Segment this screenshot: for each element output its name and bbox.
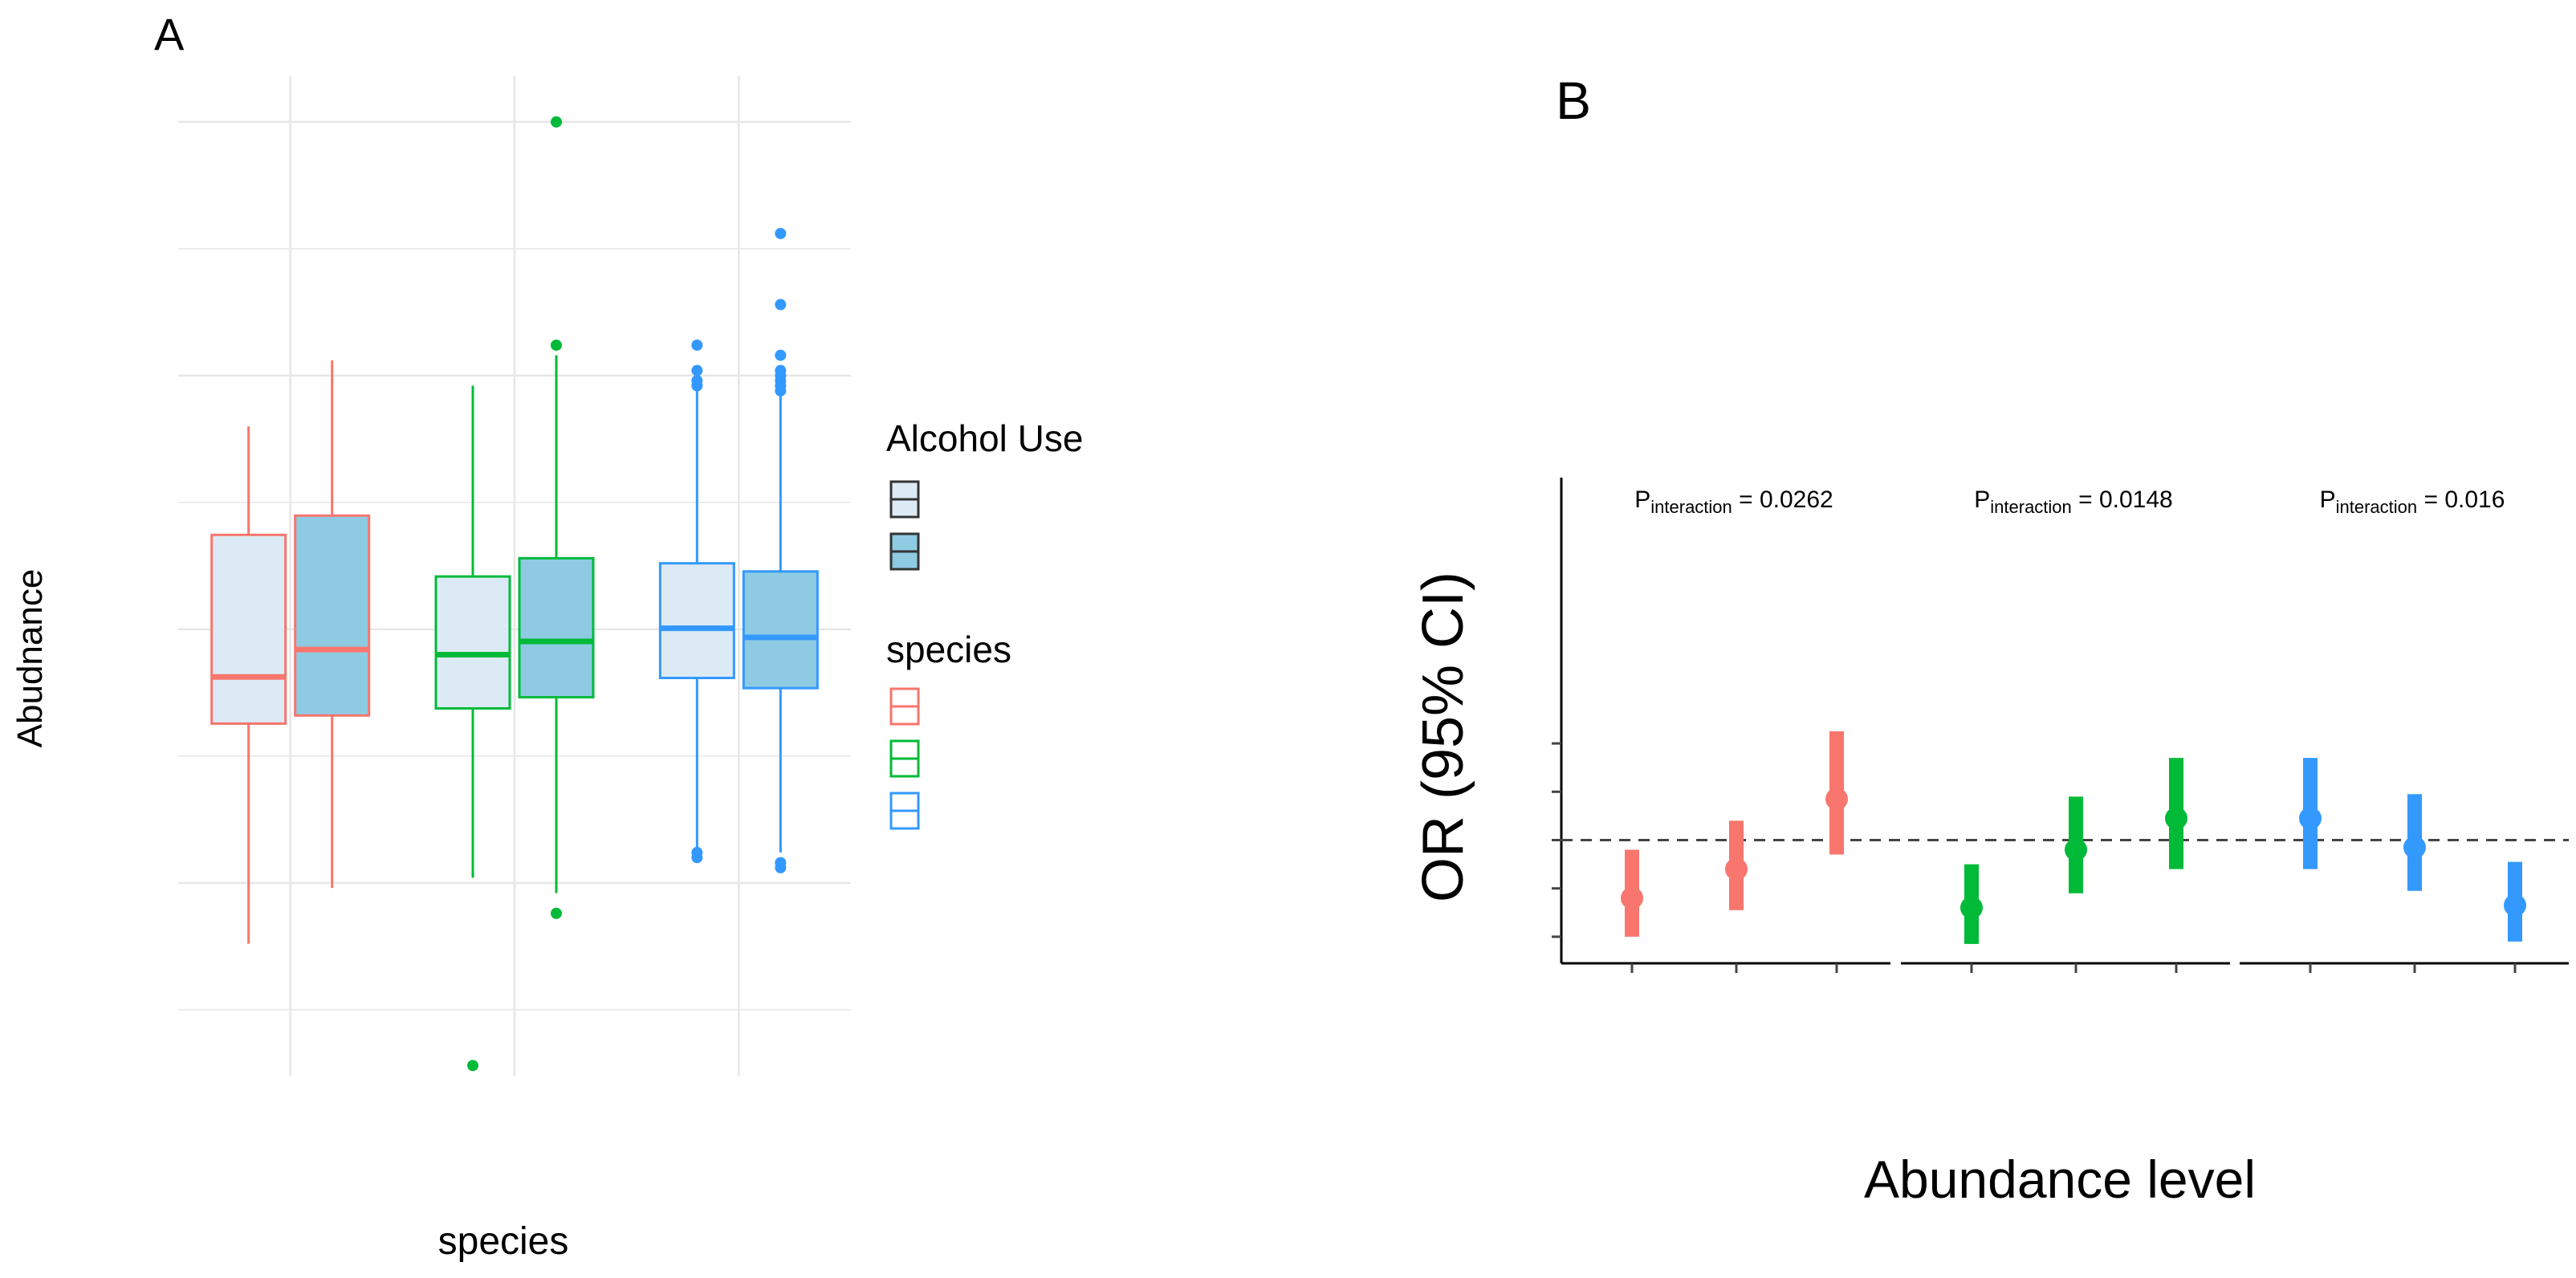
legend-key-E._ramosum (889, 792, 920, 830)
box-outlier-point (775, 349, 787, 361)
p-letter: P (1634, 486, 1650, 513)
point-estimate (1825, 788, 1848, 811)
box-outlier-point (467, 1060, 478, 1072)
legend-key-non-users (889, 480, 920, 519)
legend-key-P.copri (889, 687, 920, 726)
point-estimate (1960, 896, 1983, 919)
panel-a-boxplot (178, 76, 920, 1076)
box-P.copri-non-users (210, 426, 287, 944)
p-interaction-label: Pinteraction = 0.0148 (1974, 486, 2172, 517)
point-estimate (2065, 838, 2087, 861)
box-body (658, 562, 735, 680)
box-outlier-point (691, 339, 703, 351)
p-letter: P (1974, 486, 1990, 513)
p-subscript: interaction (1990, 497, 2072, 517)
box-R.callidus-users (518, 116, 595, 919)
panel-label-b: B (1556, 71, 1591, 130)
panel-a-xlabel: species (438, 1220, 569, 1263)
box-body (742, 570, 819, 690)
panel-b-xlabel: Abundance level (1864, 1150, 2256, 1209)
point-estimate (2504, 893, 2526, 917)
facet-R.callidus: Pinteraction = 0.0148 (1960, 486, 2187, 973)
box-E._ramosum-users (742, 227, 819, 873)
box-outlier-point (775, 299, 787, 311)
p-subscript: interaction (1650, 497, 1732, 517)
box-body (434, 575, 511, 710)
panel-label-a: A (154, 9, 185, 59)
box-outlier-point (691, 852, 703, 864)
facet-E.ramosum: Pinteraction = 0.016 (2299, 486, 2526, 973)
panel-a-ylabel: Abudnance (10, 569, 50, 748)
p-interaction-label: Pinteraction = 0.016 (2320, 486, 2505, 517)
point-estimate (2165, 807, 2187, 830)
point-estimate (1621, 886, 1643, 910)
box-body (518, 556, 595, 699)
p-value: = 0.016 (2417, 486, 2505, 513)
point-estimate (2299, 807, 2322, 830)
legend-key-users (889, 532, 920, 571)
p-letter: P (2320, 486, 2336, 513)
legend-key-R.callidus (889, 739, 920, 778)
p-subscript: interaction (2336, 497, 2418, 517)
box-R.callidus-non-users (434, 385, 511, 1072)
box-E._ramosum-non-users (658, 339, 735, 864)
box-outlier-point (551, 907, 562, 919)
p-value: = 0.0148 (2072, 486, 2173, 513)
p-value: = 0.0262 (1732, 486, 1833, 513)
panel-b-forest: Pinteraction = 0.0262 Pinteraction = 0.01… (1552, 478, 2569, 973)
box-outlier-point (775, 861, 787, 873)
box-outlier-point (691, 364, 703, 376)
box-body (210, 533, 287, 725)
p-interaction-label: Pinteraction = 0.0262 (1634, 486, 1833, 517)
point-estimate (1725, 857, 1748, 881)
legend-species-title: species (886, 629, 1011, 670)
box-P.copri-users (294, 360, 371, 889)
legend-alcohol-title: Alcohol Use (886, 417, 1083, 459)
box-body (294, 514, 371, 717)
box-outlier-point (551, 116, 562, 128)
box-outlier-point (775, 227, 787, 239)
facet-P.copri: Pinteraction = 0.0262 (1621, 486, 1848, 973)
box-outlier-point (551, 339, 562, 351)
box-outlier-point (775, 385, 787, 397)
point-estimate (2403, 836, 2426, 859)
panel-b-ylabel: OR (95% CI) (1411, 572, 1475, 902)
box-outlier-point (691, 380, 703, 392)
